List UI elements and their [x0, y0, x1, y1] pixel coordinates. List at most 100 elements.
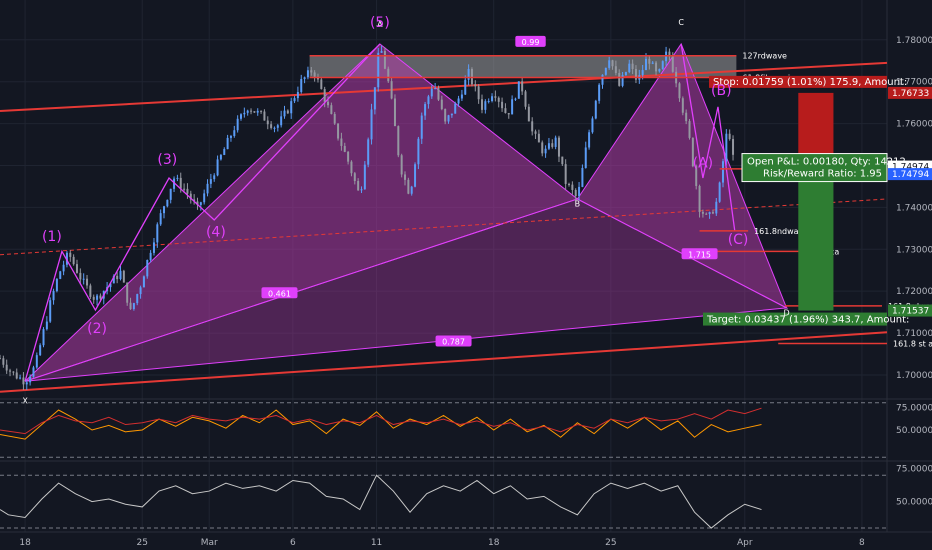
candle-body — [29, 376, 32, 383]
wave-label: (A) — [693, 156, 714, 172]
harmonic-point-label: X — [22, 396, 28, 405]
candle-body — [571, 184, 574, 190]
candle-body — [591, 118, 594, 133]
elliott-wave-path — [24, 43, 381, 382]
pnl-label: Open P&L: 0.00180, Qty: 14212 — [747, 157, 906, 168]
candle-body — [72, 256, 75, 265]
candle-body — [437, 88, 440, 100]
candle-body — [464, 79, 467, 95]
risk-reward-label: Risk/Reward Ratio: 1.95 — [763, 169, 882, 180]
ratio-badge-text: 0.99 — [522, 38, 540, 47]
candle-body — [568, 183, 571, 185]
candle-body — [728, 133, 731, 140]
candle-body — [173, 178, 176, 189]
candle-body — [146, 260, 149, 277]
candle-body — [52, 291, 55, 301]
candle-body — [705, 213, 708, 215]
harmonic-point-label: B — [575, 200, 581, 209]
candle-body — [363, 164, 366, 190]
candle-body — [163, 206, 166, 214]
candle-body — [641, 70, 644, 76]
candle-body — [116, 275, 119, 280]
candle-body — [55, 278, 58, 292]
candle-body — [216, 159, 219, 176]
wave-label: (C) — [728, 232, 749, 248]
candle-body — [383, 51, 386, 69]
candle-body — [296, 92, 299, 99]
candle-body — [400, 155, 403, 175]
candle-body — [578, 186, 581, 197]
candle-body — [544, 148, 547, 154]
candle-body — [671, 56, 674, 72]
price-tick-label: 1.74000 — [896, 203, 932, 213]
candle-body — [507, 113, 510, 115]
harmonic-point-label: A — [377, 20, 383, 29]
candle-body — [9, 370, 12, 372]
candle-body — [564, 164, 567, 184]
candle-body — [427, 96, 430, 105]
candle-body — [370, 109, 373, 140]
candle-body — [142, 276, 145, 288]
candle-body — [209, 179, 212, 184]
candle-body — [367, 139, 370, 165]
candle-body — [594, 100, 597, 119]
level-label: 161.8ndwave — [754, 227, 808, 236]
candle-body — [414, 164, 417, 187]
time-tick-label: 18 — [488, 538, 500, 548]
candle-body — [711, 212, 714, 214]
candle-body — [681, 98, 684, 113]
candle-body — [457, 98, 460, 104]
candle-body — [581, 167, 584, 187]
candle-body — [685, 112, 688, 122]
candle-body — [534, 131, 537, 134]
price-tick-label: 1.72000 — [896, 287, 932, 297]
candle-body — [484, 101, 487, 110]
price-tick-label: 1.76000 — [896, 120, 932, 130]
ratio-badge — [261, 287, 298, 299]
candle-body — [725, 133, 728, 162]
ratio-badge-text: 1.715 — [688, 250, 711, 259]
candle-body — [236, 118, 239, 131]
candle-body — [497, 97, 500, 102]
pnl-box — [741, 153, 888, 183]
candle-body — [92, 296, 95, 300]
candle-body — [688, 121, 691, 138]
time-tick-label: 11 — [371, 538, 382, 548]
candle-body — [320, 79, 323, 90]
candle-body — [390, 81, 393, 99]
candle-body — [574, 189, 577, 197]
candle-body — [39, 345, 42, 356]
candle-body — [404, 174, 407, 180]
candle-body — [260, 110, 263, 112]
candle-body — [2, 358, 5, 365]
candle-body — [323, 89, 326, 102]
candle-body — [189, 193, 192, 200]
candle-body — [183, 188, 186, 190]
candle-body — [286, 110, 289, 114]
candle-body — [12, 371, 15, 373]
candle-body — [19, 377, 22, 379]
candle-body — [624, 72, 627, 76]
candle-body — [434, 88, 437, 90]
candle-body — [561, 156, 564, 165]
indicator-tick-label: 75.0000 — [896, 403, 932, 413]
candle-body — [273, 127, 276, 129]
candle-body — [129, 302, 132, 310]
candle-body — [276, 125, 279, 128]
candle-body — [290, 101, 293, 114]
candle-body — [393, 98, 396, 127]
candle-body — [487, 101, 490, 103]
candle-body — [79, 272, 82, 280]
time-tick-label: Apr — [737, 538, 753, 548]
candle-body — [360, 189, 363, 191]
candle-body — [380, 51, 383, 53]
candle-body — [337, 123, 340, 139]
candle-body — [424, 104, 427, 116]
candle-body — [732, 139, 735, 155]
candle-body — [313, 72, 316, 77]
candle-body — [25, 382, 28, 385]
candle-body — [628, 63, 631, 73]
candle-body — [611, 60, 614, 67]
candle-body — [514, 98, 517, 100]
